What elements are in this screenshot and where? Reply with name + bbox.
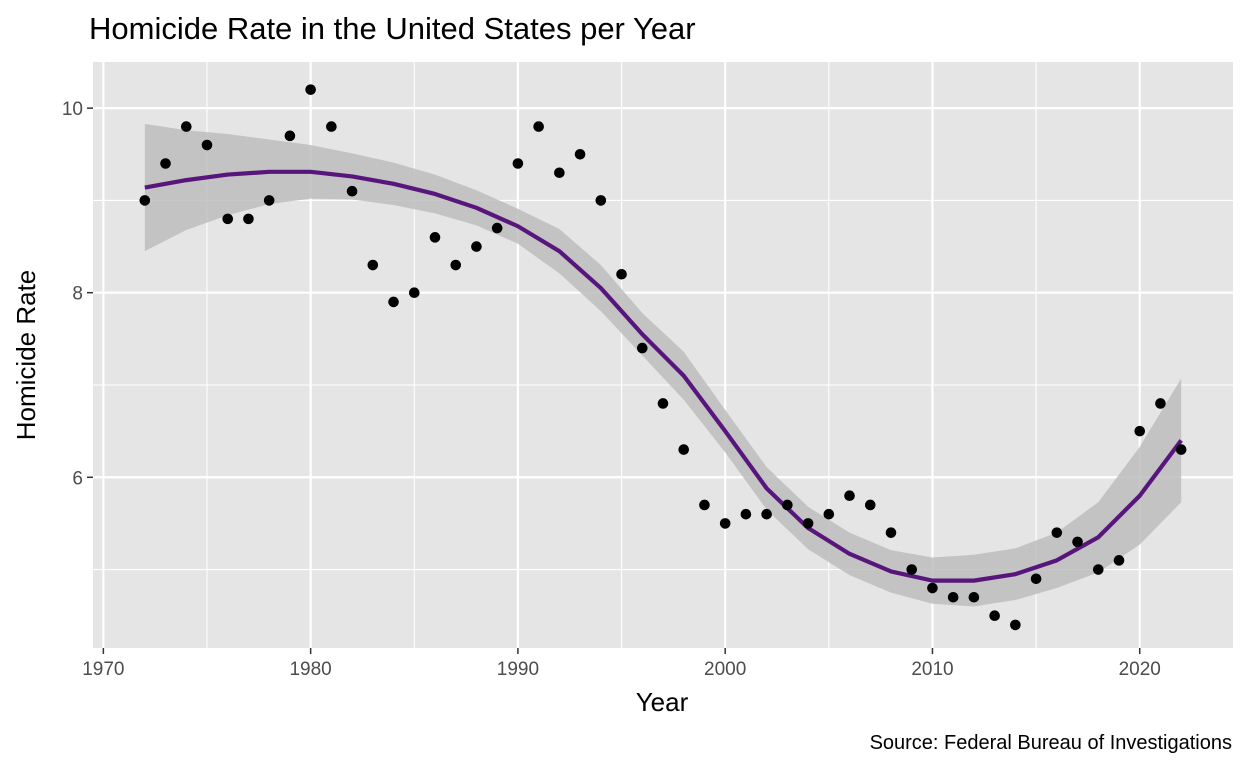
smooth-trend-line xyxy=(144,169,1183,583)
confidence-ribbon-layer xyxy=(144,123,1182,607)
data-point xyxy=(263,195,275,206)
data-point xyxy=(636,342,648,354)
data-point xyxy=(740,508,752,520)
data-point xyxy=(574,148,586,160)
data-point xyxy=(533,121,544,132)
data-point xyxy=(388,296,399,308)
data-point xyxy=(823,508,835,520)
x-tick-label: 1980 xyxy=(289,659,331,680)
data-point xyxy=(471,241,482,252)
data-point xyxy=(657,398,669,409)
data-point xyxy=(408,287,420,299)
data-point xyxy=(367,259,379,271)
x-tick-label: 2020 xyxy=(1119,659,1161,680)
data-point xyxy=(429,232,441,243)
x-tick-label: 1970 xyxy=(82,659,124,680)
data-point xyxy=(968,591,980,603)
data-point xyxy=(326,121,337,132)
data-point xyxy=(201,139,213,151)
data-point xyxy=(906,564,918,575)
chart-caption: Source: Federal Bureau of Investigations xyxy=(870,732,1232,754)
data-point xyxy=(989,610,1000,622)
data-point xyxy=(1175,444,1187,455)
smooth-line-layer xyxy=(144,169,1183,583)
data-point xyxy=(139,195,151,206)
confidence-ribbon xyxy=(144,123,1182,607)
data-point xyxy=(180,121,192,132)
data-point xyxy=(885,527,897,538)
data-point xyxy=(1134,425,1146,437)
x-tick-label: 1990 xyxy=(497,659,539,680)
x-axis-title: Year xyxy=(636,687,689,717)
data-point xyxy=(782,499,793,511)
data-point xyxy=(1155,398,1166,409)
data-point xyxy=(719,518,731,529)
data-point xyxy=(595,195,607,206)
data-point xyxy=(1092,564,1104,575)
data-point xyxy=(450,259,462,271)
data-point xyxy=(160,158,171,169)
data-point xyxy=(927,582,938,594)
data-point xyxy=(554,167,565,179)
chart-title: Homicide Rate in the United States per Y… xyxy=(89,11,696,46)
data-point xyxy=(616,268,627,280)
data-point xyxy=(1030,573,1042,585)
data-point xyxy=(761,508,772,520)
data-point xyxy=(699,499,710,511)
x-tick-label: 2010 xyxy=(911,659,953,680)
x-tick-label: 2000 xyxy=(704,659,746,680)
axes: 1970 1980 1990 2000 2010 2020 6 8 10 xyxy=(62,99,1161,680)
data-point xyxy=(1051,527,1063,538)
data-point xyxy=(284,130,296,142)
y-tick-label: 8 xyxy=(72,284,83,305)
y-tick-label: 10 xyxy=(62,99,83,120)
data-point xyxy=(844,490,855,502)
data-point xyxy=(305,84,316,95)
y-axis-title: Homicide Rate xyxy=(11,270,41,441)
data-points xyxy=(139,84,1187,631)
data-point xyxy=(678,444,690,455)
data-point xyxy=(864,499,876,511)
data-point xyxy=(512,158,524,169)
data-point xyxy=(1072,536,1083,548)
data-point xyxy=(491,222,503,234)
data-point xyxy=(222,213,234,225)
data-point xyxy=(1113,555,1125,566)
data-point xyxy=(1010,619,1021,631)
data-point xyxy=(802,518,814,529)
data-point xyxy=(947,591,959,603)
y-tick-label: 6 xyxy=(72,468,83,489)
data-point xyxy=(243,213,254,225)
data-point xyxy=(346,185,358,197)
